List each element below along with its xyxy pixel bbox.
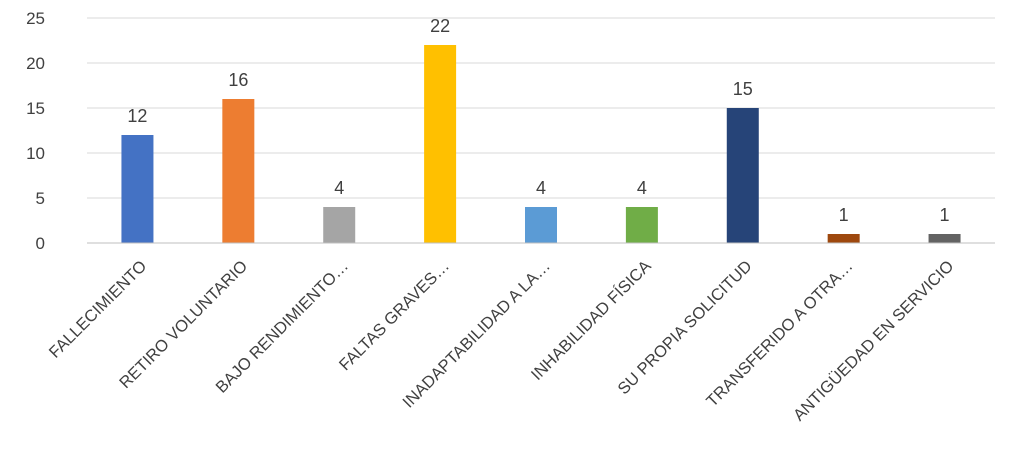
data-label: 4 bbox=[334, 178, 344, 198]
data-label: 4 bbox=[637, 178, 647, 198]
y-tick-label: 15 bbox=[26, 99, 45, 118]
bar bbox=[121, 135, 154, 243]
x-tick-label: FALTAS GRAVES… bbox=[336, 257, 453, 374]
bar bbox=[827, 234, 860, 243]
y-tick-label: 25 bbox=[26, 9, 45, 28]
bars bbox=[121, 45, 961, 243]
data-label: 15 bbox=[733, 79, 753, 99]
data-label: 4 bbox=[536, 178, 546, 198]
bar bbox=[424, 45, 457, 243]
bar bbox=[323, 207, 356, 243]
bar bbox=[525, 207, 557, 243]
data-label: 22 bbox=[430, 16, 450, 36]
data-label: 16 bbox=[228, 70, 248, 90]
x-tick-label: FALLECIMIENTO bbox=[46, 257, 151, 362]
y-axis-tick-labels: 0 5 10 15 20 25 bbox=[26, 9, 45, 253]
data-label: 1 bbox=[940, 205, 950, 225]
data-labels: 12 16 4 22 4 4 15 1 1 bbox=[127, 16, 949, 225]
data-label: 1 bbox=[839, 205, 849, 225]
y-tick-label: 0 bbox=[36, 234, 45, 253]
data-label: 12 bbox=[127, 106, 147, 126]
bar bbox=[625, 207, 658, 243]
y-tick-label: 20 bbox=[26, 54, 45, 73]
bar bbox=[928, 234, 961, 243]
x-tick-label: ANTIGÜEDAD EN SERVICIO bbox=[790, 257, 958, 425]
bar bbox=[222, 99, 255, 243]
bar bbox=[726, 108, 759, 243]
y-tick-label: 10 bbox=[26, 144, 45, 163]
y-tick-label: 5 bbox=[36, 189, 45, 208]
